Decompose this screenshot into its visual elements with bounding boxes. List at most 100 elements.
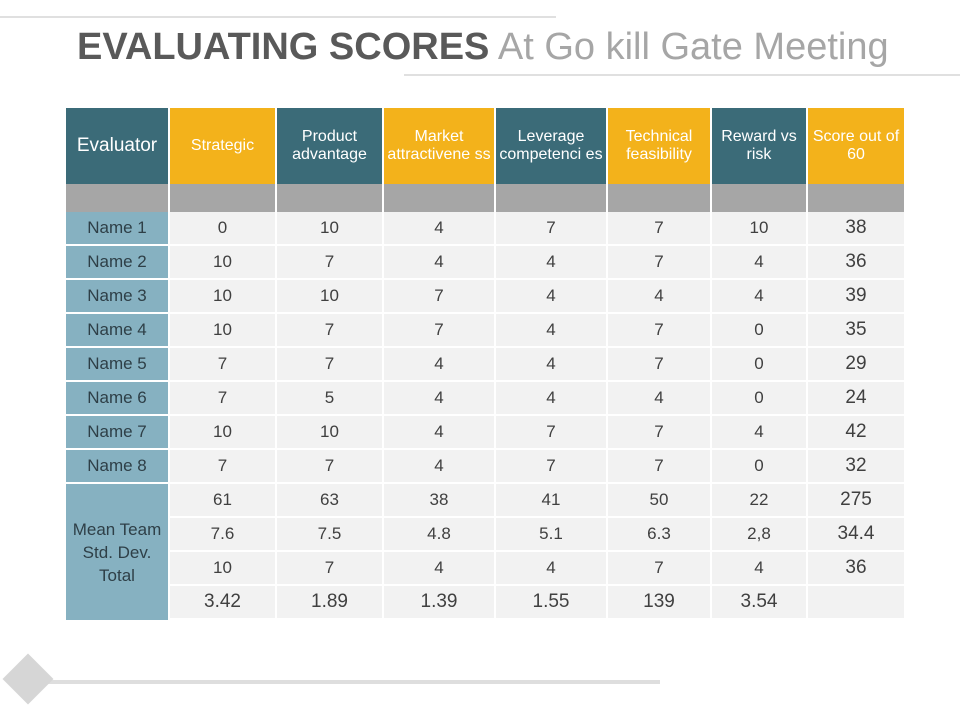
score-cell: 7 <box>277 314 382 348</box>
score-cell: 10 <box>170 246 275 280</box>
total-score-cell: 29 <box>808 348 904 382</box>
score-cell: 4 <box>384 382 494 416</box>
summary-cell: 6.3 <box>608 518 710 552</box>
score-cell: 10 <box>170 280 275 314</box>
header-evaluator: Evaluator <box>66 108 168 184</box>
score-cell: 4 <box>384 450 494 484</box>
summary-cell: 1.55 <box>496 586 606 620</box>
summary-cell: 2,8 <box>712 518 806 552</box>
total-score-cell: 36 <box>808 246 904 280</box>
scores-table: Evaluator Strategic Product advantage Marke… <box>66 108 904 620</box>
evaluator-name-cell: Name 8 <box>66 450 168 484</box>
bottom-decorative-line <box>40 680 660 684</box>
score-cell: 4 <box>496 348 606 382</box>
score-cell: 10 <box>712 212 806 246</box>
score-cell: 0 <box>712 314 806 348</box>
header-technical-feasibility: Technical feasibility <box>608 108 710 184</box>
header-product-advantage: Product advantage <box>277 108 382 184</box>
summary-cell: 10 <box>170 552 275 586</box>
summary-cell: 41 <box>496 484 606 518</box>
score-cell: 4 <box>712 280 806 314</box>
score-cell: 4 <box>384 348 494 382</box>
evaluator-name-cell: Name 5 <box>66 348 168 382</box>
summary-cell: 7.6 <box>170 518 275 552</box>
header-score-out-of-60: Score out of 60 <box>808 108 904 184</box>
evaluator-name-cell: Name 4 <box>66 314 168 348</box>
spacer-cell <box>277 184 382 212</box>
score-cell: 10 <box>277 416 382 450</box>
score-cell: 5 <box>277 382 382 416</box>
score-cell: 7 <box>277 348 382 382</box>
score-cell: 0 <box>170 212 275 246</box>
score-cell: 4 <box>496 246 606 280</box>
total-score-cell: 38 <box>808 212 904 246</box>
score-cell: 7 <box>170 348 275 382</box>
spacer-cell <box>496 184 606 212</box>
summary-cell: 7.5 <box>277 518 382 552</box>
title-bold-part: EVALUATING SCORES <box>77 26 490 68</box>
score-cell: 10 <box>277 212 382 246</box>
score-cell: 7 <box>608 246 710 280</box>
title-underline <box>404 74 960 76</box>
summary-score-cell: 34.4 <box>808 518 904 552</box>
score-cell: 7 <box>277 450 382 484</box>
score-cell: 10 <box>170 314 275 348</box>
score-cell: 7 <box>384 280 494 314</box>
spacer-cell <box>170 184 275 212</box>
summary-cell: 4 <box>496 552 606 586</box>
spacer-cell <box>66 184 168 212</box>
summary-cell: 4.8 <box>384 518 494 552</box>
score-cell: 4 <box>712 246 806 280</box>
summary-cell: 7 <box>608 552 710 586</box>
score-cell: 10 <box>277 280 382 314</box>
score-cell: 4 <box>496 382 606 416</box>
score-cell: 7 <box>496 416 606 450</box>
summary-cell: 22 <box>712 484 806 518</box>
summary-cell: 61 <box>170 484 275 518</box>
score-cell: 4 <box>608 280 710 314</box>
score-cell: 0 <box>712 450 806 484</box>
spacer-cell <box>808 184 904 212</box>
spacer-cell <box>384 184 494 212</box>
page-title: EVALUATING SCORES At Go kill Gate Meetin… <box>77 24 889 70</box>
score-cell: 7 <box>170 382 275 416</box>
summary-score-cell <box>808 586 904 620</box>
score-cell: 7 <box>496 450 606 484</box>
spacer-cell <box>608 184 710 212</box>
score-cell: 7 <box>608 212 710 246</box>
header-strategic: Strategic <box>170 108 275 184</box>
score-cell: 10 <box>170 416 275 450</box>
score-cell: 4 <box>712 416 806 450</box>
score-cell: 4 <box>608 382 710 416</box>
header-leverage-competencies: Leverage competenci es <box>496 108 606 184</box>
score-cell: 4 <box>384 212 494 246</box>
header-market-attractiveness: Market attractivene ss <box>384 108 494 184</box>
summary-label: Mean Team Std. Dev. Total <box>66 484 168 620</box>
score-cell: 4 <box>496 280 606 314</box>
score-cell: 7 <box>608 348 710 382</box>
summary-cell: 1.89 <box>277 586 382 620</box>
summary-score-cell: 36 <box>808 552 904 586</box>
score-cell: 7 <box>277 246 382 280</box>
total-score-cell: 35 <box>808 314 904 348</box>
summary-score-cell: 275 <box>808 484 904 518</box>
summary-cell: 3.42 <box>170 586 275 620</box>
score-cell: 7 <box>608 314 710 348</box>
total-score-cell: 24 <box>808 382 904 416</box>
summary-cell: 1.39 <box>384 586 494 620</box>
evaluator-name-cell: Name 2 <box>66 246 168 280</box>
title-light-part: At Go kill Gate Meeting <box>497 26 889 68</box>
summary-cell: 7 <box>277 552 382 586</box>
evaluator-name-cell: Name 3 <box>66 280 168 314</box>
summary-cell: 3.54 <box>712 586 806 620</box>
total-score-cell: 32 <box>808 450 904 484</box>
score-cell: 7 <box>608 450 710 484</box>
summary-cell: 63 <box>277 484 382 518</box>
score-cell: 0 <box>712 382 806 416</box>
score-cell: 7 <box>496 212 606 246</box>
summary-cell: 139 <box>608 586 710 620</box>
summary-cell: 4 <box>712 552 806 586</box>
summary-cell: 5.1 <box>496 518 606 552</box>
summary-cell: 50 <box>608 484 710 518</box>
score-cell: 4 <box>384 246 494 280</box>
